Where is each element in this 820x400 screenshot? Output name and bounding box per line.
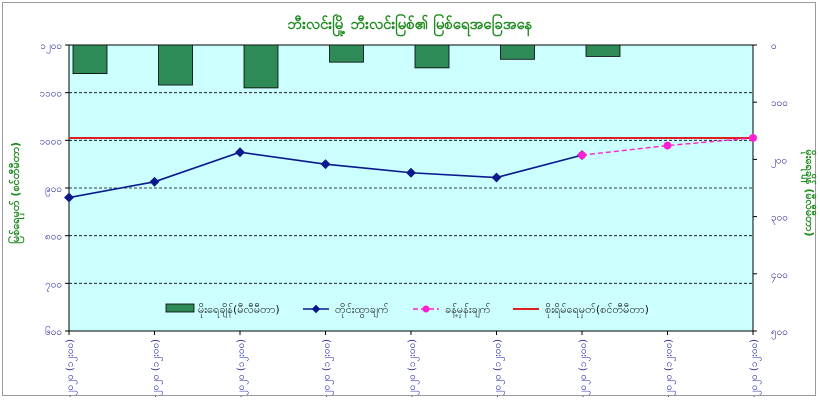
x-tick-label: ၆-၆-၂၀၂၀ (၁၂း၀၀) (234, 339, 249, 397)
legend-label: မိုးရေချိန်(မီလီမီတာ) (198, 303, 280, 318)
y-right-tick-label: ၅၀၀ (771, 327, 788, 340)
y-left-tick-label: ၁၀၀၀ (40, 136, 63, 147)
forecast-point (749, 133, 757, 142)
y-left-tick-label: ၉၀၀ (45, 184, 62, 197)
forecast-line (581, 137, 754, 156)
chart-title: ဘီးလင်းမြို့ ဘီးလင်းမြစ်၏ မြစ်ရေအခြေအနေ (288, 13, 533, 37)
x-tick-label: ၁၁-၆-၂၀၂၀ (၁၂း၀၀) (662, 339, 677, 397)
observed-point (406, 167, 416, 178)
y-right-tick-label: ၁၀၀ (771, 98, 788, 109)
y-left-tick-label: ၁၂၀၀ (40, 41, 62, 54)
observed-point (320, 159, 331, 170)
rainfall-bar (414, 44, 450, 69)
y-left-tick-label: ၆၀၀ (45, 325, 62, 338)
x-tick-label: ၉-၆-၂၀၂၀ (၁၂း၀၀) (491, 339, 506, 397)
observed-point (491, 172, 502, 183)
legend-swatch-rainfall (165, 303, 195, 313)
y-right-tick-label: ၄၀၀ (771, 270, 788, 283)
observed-point (64, 192, 74, 203)
rainfall-bar (72, 44, 108, 75)
rainfall-bar (158, 44, 193, 86)
rainfall-bar (329, 44, 364, 63)
lines-layer (64, 133, 757, 203)
y-right-tick-label: ၀ (771, 41, 777, 52)
rainfall-bar (585, 44, 621, 57)
x-tick-label: ၅-၆-၂၀၂၀ (၁၂း၀၀) (149, 339, 164, 397)
legend-label: ခန့်မှန်းချက် (445, 303, 491, 318)
y-axis-left-label: မြစ်ရေမှတ် (စင်တီမီတာ) (7, 142, 25, 244)
y-left-tick-label: ၁၁၀၀ (40, 89, 63, 100)
x-tick-label: ၁၀-၆-၂၀၂၀ (၁၂း၀၀) (576, 339, 591, 397)
y-right-tick-label: ၃၀၀ (771, 213, 788, 226)
x-tick-label: ၇-၆-၂၀၂၀ (၁၂း၀၀) (320, 339, 335, 397)
y-left-tick-label: ၇၀၀ (45, 279, 62, 292)
legend-marker-forecast (422, 305, 430, 313)
forecast-point (578, 151, 586, 160)
x-tick-label: ၁၂-၆-၂၀၂၀ (၁၂း၀၀) (747, 339, 762, 397)
legend-label: စိုးရိမ်ရေမှတ်(စင်တီမီတာ) (545, 303, 649, 318)
observed-point (149, 176, 160, 187)
axis-left: ၆၀၀ ၇၀၀ ၈၀၀ ၉၀၀ ၁၀၀၀ ၁၁၀၀ ၁၂၀၀ (40, 41, 69, 338)
x-tick-label: ၈-၆-၂၀၂၀ (၁၂း၀၀) (405, 339, 420, 397)
y-axis-right-label: မိုးရေချိန် (မီလီမီတာ) (800, 150, 817, 237)
legend: မိုးရေချိန်(မီလီမီတာ) တိုင်းထွာချက် ခန့်မှ… (165, 303, 649, 318)
x-tick-label: ၄-၆-၂၀၂၀ (၁၂း၀၀) (63, 339, 78, 397)
forecast-point (663, 141, 672, 150)
chart-svg: ဘီးလင်းမြို့ ဘီးလင်းမြစ်၏ မြစ်ရေအခြေအနေ … (7, 13, 817, 397)
y-left-tick-label: ၈၀၀ (45, 232, 62, 243)
legend-label: တိုင်းထွာချက် (335, 303, 389, 318)
bars-layer (72, 44, 621, 89)
grid-layer (69, 92, 753, 284)
y-right-tick-label: ၂၀၀ (771, 155, 787, 168)
legend-marker-observed (311, 304, 321, 314)
rainfall-bar (500, 44, 535, 60)
observed-point (235, 147, 245, 158)
rainfall-bar (243, 44, 279, 89)
axis-x: ၄-၆-၂၀၂၀ (၁၂း၀၀) ၅-၆-၂၀၂၀ (၁၂း၀၀) ၆-၆-၂၀၂၀… (63, 331, 762, 397)
